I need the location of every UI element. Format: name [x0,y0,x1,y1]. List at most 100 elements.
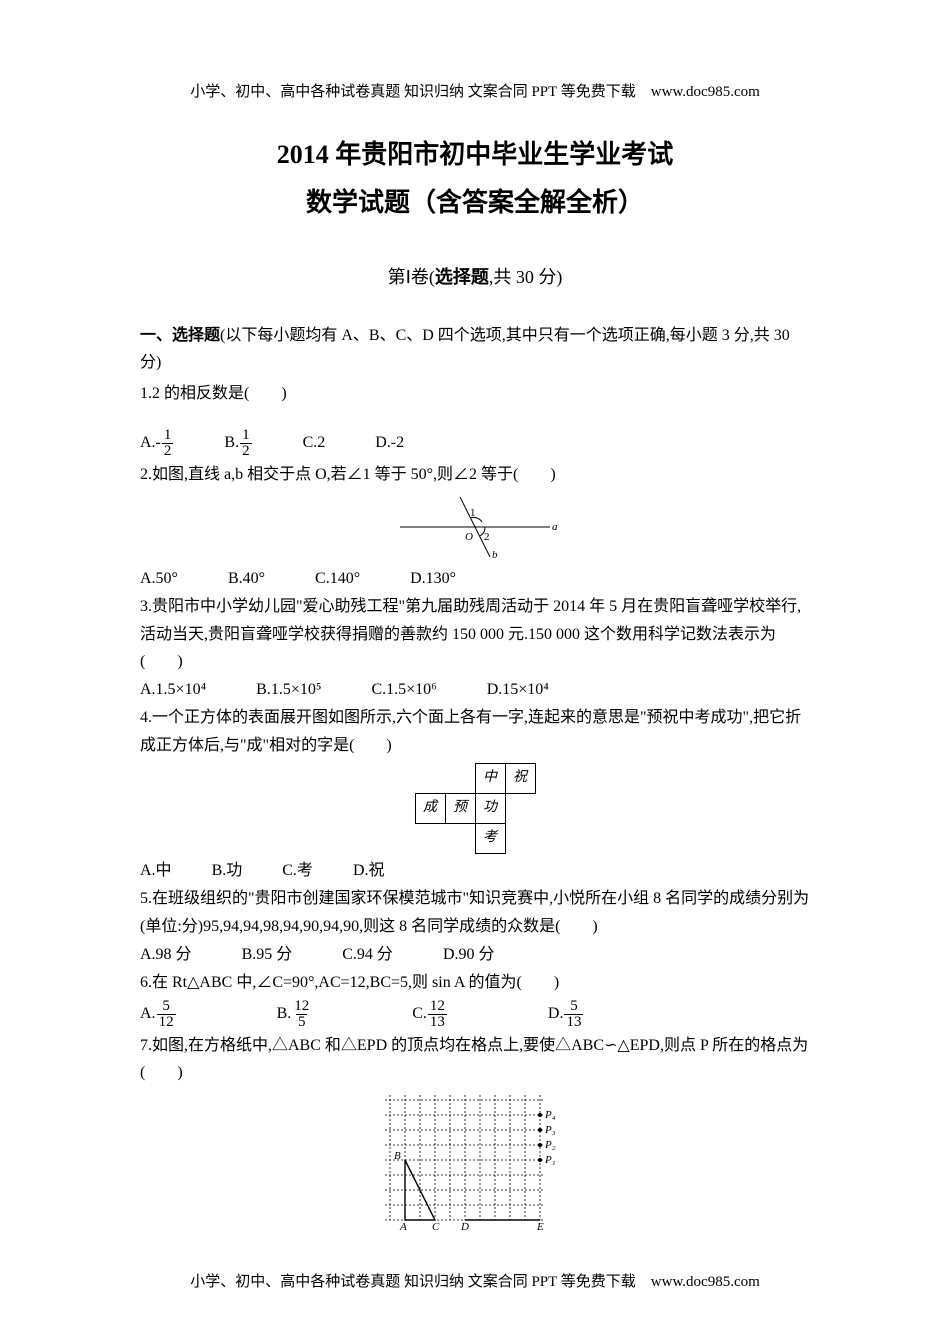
a-label: A [399,1221,407,1230]
angle-1-label: 1 [470,507,476,519]
question-2: 2.如图,直线 a,b 相交于点 O,若∠1 等于 50°,则∠2 等于( ) [140,461,810,488]
q3-option-a: A.1.5×10⁴ [140,677,206,703]
p2-label: P₂ [544,1139,556,1151]
fraction-icon: 12 [240,428,252,459]
fraction-icon: 125 [292,999,311,1030]
q5-option-a: A.98 分 [140,942,192,968]
q1-option-b: B.12 [224,428,252,459]
point-o-label: O [465,531,473,543]
q5-option-d: D.90 分 [443,942,495,968]
net-cell: 中 [475,763,505,793]
q4-figure: 中 祝 成 预 功 考 [140,763,810,854]
p4-label: P₄ [544,1109,556,1121]
net-cell-empty [445,823,475,853]
net-cell: 预 [445,793,475,823]
q1-option-d: D.-2 [375,430,404,456]
section-label: 第Ⅰ卷(选择题,共 30 分) [140,263,810,292]
question-5: 5.在班级组织的"贵阳市创建国家环保模范城市"知识竞赛中,小悦所在小组 8 名同… [140,885,810,939]
net-cell-empty [415,763,445,793]
q6-option-b: B.125 [277,999,313,1030]
question-4: 4.一个正方体的表面展开图如图所示,六个面上各有一字,连起来的意思是"预祝中考成… [140,704,810,758]
q6-c-num: 12 [428,999,447,1014]
q1-option-a: A.-12 [140,428,174,459]
c-label: C [432,1221,440,1230]
q6-option-a: A.512 [140,999,177,1030]
q6-options: A.512 B.125 C.1213 D.513 [140,999,810,1030]
q6-d-prefix: D. [548,1005,564,1022]
net-cell: 考 [475,823,505,853]
section-bold: 选择题 [435,267,489,287]
e-label: E [536,1221,544,1230]
q6-b-num: 12 [292,999,311,1014]
q6-a-prefix: A. [140,1005,156,1022]
q3-options: A.1.5×10⁴ B.1.5×10⁵ C.1.5×10⁶ D.15×10⁴ [140,677,810,703]
instructions-label: 一、选择题 [140,327,220,344]
net-cell-empty [505,823,535,853]
q6-d-den: 13 [564,1014,583,1030]
main-title-line2: 数学试题（含答案全解全析） [140,182,810,224]
q1-options: A.-12 B.12 C.2 D.-2 [140,428,810,459]
q3-option-c: C.1.5×10⁶ [371,677,436,703]
q4-option-a: A.中 [140,858,172,884]
q1-b-den: 2 [240,443,252,459]
q1-option-c: C.2 [303,430,326,456]
q1-a-prefix: A.- [140,434,161,451]
q2-option-a: A.50° [140,566,178,592]
angle-2-label: 2 [484,531,490,543]
q2-options: A.50° B.40° C.140° D.130° [140,566,810,592]
line-b-label: b [492,549,498,561]
q1-a-den: 2 [162,443,174,459]
q1-b-prefix: B. [224,434,239,451]
q1-b-num: 1 [240,428,252,443]
fraction-icon: 12 [162,428,174,459]
section-prefix: 第Ⅰ卷( [388,267,435,287]
net-cell-empty [415,823,445,853]
q5-option-c: C.94 分 [342,942,393,968]
fraction-icon: 513 [564,999,583,1030]
q2-option-b: B.40° [228,566,265,592]
q7-figure: P₄ P₃ P₂ P₁ B A C D E [140,1090,810,1230]
q6-b-den: 5 [296,1014,308,1030]
question-3: 3.贵阳市中小学幼儿园"爱心助残工程"第九届助残周活动于 2014 年 5 月在… [140,593,810,675]
question-7: 7.如图,在方格纸中,△ABC 和△EPD 的顶点均在格点上,要使△ABC∽△E… [140,1032,810,1086]
q6-option-d: D.513 [548,999,585,1030]
q6-a-num: 5 [160,999,172,1014]
net-cell: 功 [475,793,505,823]
q6-d-num: 5 [568,999,580,1014]
net-cell: 祝 [505,763,535,793]
cube-net-table: 中 祝 成 预 功 考 [415,763,536,854]
q4-option-b: B.功 [212,858,243,884]
q6-option-c: C.1213 [412,999,448,1030]
q3-option-d: D.15×10⁴ [487,677,549,703]
question-6: 6.在 Rt△ABC 中,∠C=90°,AC=12,BC=5,则 sin A 的… [140,969,810,996]
fraction-icon: 512 [157,999,176,1030]
net-cell: 成 [415,793,445,823]
q6-a-den: 12 [157,1014,176,1030]
fraction-icon: 1213 [428,999,447,1030]
q4-options: A.中 B.功 C.考 D.祝 [140,858,810,884]
q4-option-d: D.祝 [353,858,385,884]
net-cell-empty [505,793,535,823]
section-suffix: ,共 30 分) [489,267,563,287]
p1-label: P₁ [544,1154,556,1166]
p3-label: P₃ [544,1124,556,1136]
q5-option-b: B.95 分 [242,942,293,968]
d-label: D [460,1221,469,1230]
page-footer: 小学、初中、高中各种试卷真题 知识归纳 文案合同 PPT 等免费下载 www.d… [0,1270,950,1294]
q2-figure: 1 2 O a b [140,492,810,562]
question-1: 1.2 的相反数是( ) [140,380,810,407]
line-a-label: a [552,521,558,533]
page-header: 小学、初中、高中各种试卷真题 知识归纳 文案合同 PPT 等免费下载 www.d… [140,80,810,104]
instructions: 一、选择题(以下每小题均有 A、B、C、D 四个选项,其中只有一个选项正确,每小… [140,322,810,376]
net-cell-empty [445,763,475,793]
q2-option-d: D.130° [410,566,456,592]
intersecting-lines-icon: 1 2 O a b [390,492,560,562]
q3-option-b: B.1.5×10⁵ [256,677,321,703]
q2-option-c: C.140° [315,566,360,592]
q6-c-prefix: C. [412,1005,427,1022]
grid-triangles-icon: P₄ P₃ P₂ P₁ B A C D E [375,1090,575,1230]
q6-b-prefix: B. [277,1005,292,1022]
q6-c-den: 13 [428,1014,447,1030]
q5-options: A.98 分 B.95 分 C.94 分 D.90 分 [140,942,810,968]
q4-option-c: C.考 [282,858,313,884]
